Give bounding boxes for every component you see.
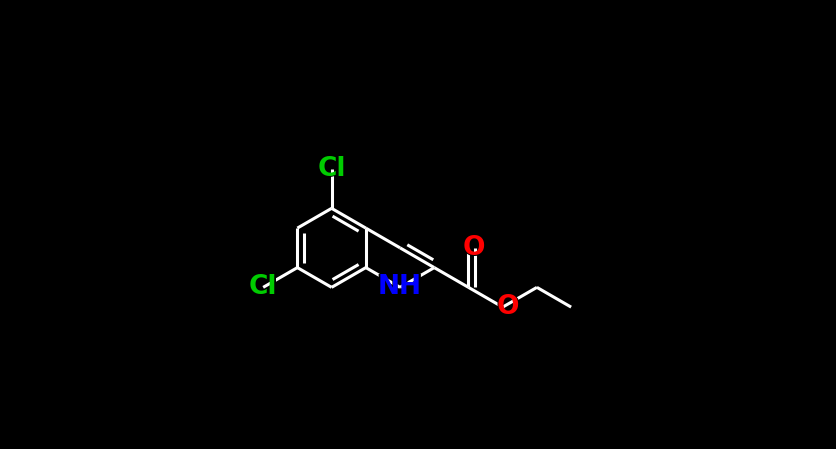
Text: O: O (497, 294, 519, 320)
Text: NH: NH (378, 274, 422, 300)
Text: Cl: Cl (316, 155, 347, 183)
Text: Cl: Cl (318, 156, 346, 182)
Text: O: O (461, 234, 487, 262)
Text: Cl: Cl (249, 274, 278, 300)
Text: Cl: Cl (247, 273, 279, 301)
Text: NH: NH (376, 273, 425, 301)
Text: O: O (462, 235, 485, 261)
Text: O: O (496, 293, 521, 321)
